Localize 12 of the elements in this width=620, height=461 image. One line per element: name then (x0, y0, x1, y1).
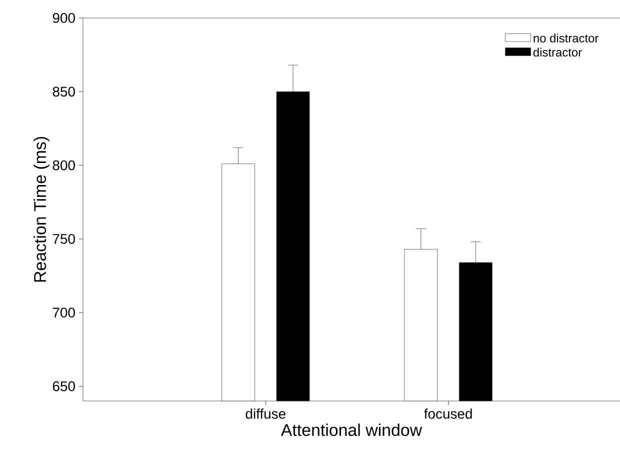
y-tick-label: 850 (52, 86, 75, 97)
x-tick-label: focused (424, 408, 472, 419)
legend-label: distractor (533, 48, 582, 57)
y-tick-label: 800 (52, 160, 75, 170)
y-tick-label: 900 (52, 13, 75, 23)
y-tick-label: 700 (52, 308, 75, 318)
y-tick-label: 750 (52, 234, 75, 244)
y-axis-title: Reaction Time (ms) (34, 137, 50, 282)
x-axis-title: Attentional window (280, 424, 422, 436)
y-tick-label: 650 (52, 381, 75, 392)
legend-label: no distractor (534, 34, 598, 42)
x-tick-label: diffuse (246, 408, 286, 419)
